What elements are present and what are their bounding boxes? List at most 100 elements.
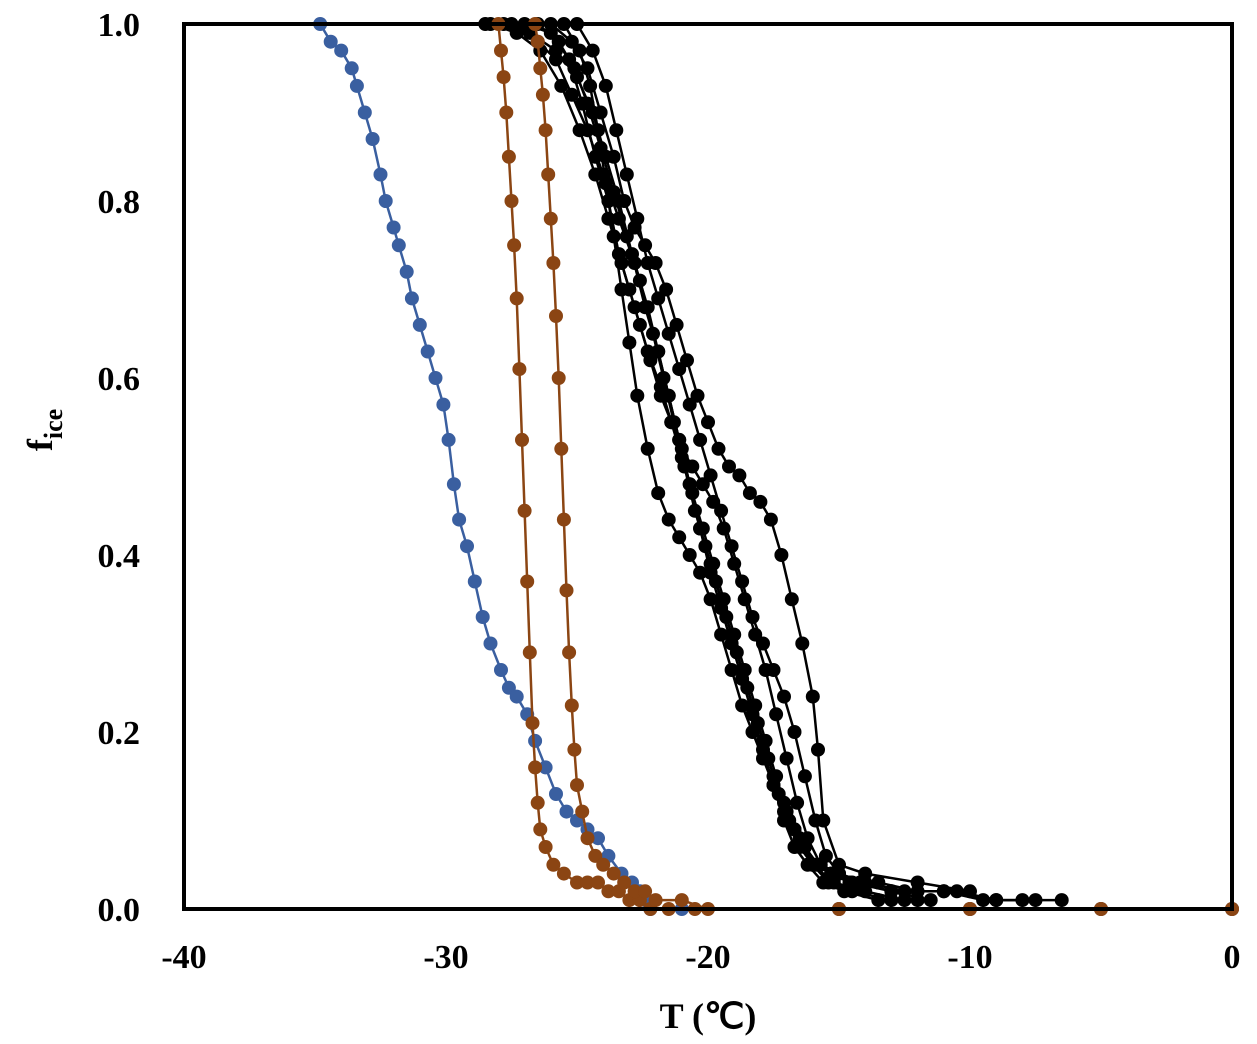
data-point [742,486,757,501]
data-point [622,335,637,350]
series-line [549,23,971,893]
data-point [549,309,563,323]
data-point [674,893,689,908]
data-point [596,857,611,872]
data-point [507,238,522,253]
y-axis-title-subscript: ice [39,409,68,439]
data-point [501,149,516,164]
data-point [769,707,784,722]
data-point [640,256,655,270]
data-point [601,211,616,226]
data-point [630,388,645,403]
data-point [732,468,747,483]
data-point [504,194,519,208]
y-tick-label: 1.0 [98,7,141,44]
data-point [538,760,553,775]
x-tick-label: -20 [685,939,730,976]
y-tick-label: 0.6 [98,361,141,398]
data-point [391,238,406,253]
data-point [475,610,490,624]
data-point [591,831,605,846]
data-point [724,539,739,554]
data-point [512,362,527,377]
data-point [556,512,571,527]
data-point [509,25,524,40]
data-point [808,813,823,828]
data-point [779,804,794,819]
data-point [570,875,584,890]
data-point [567,742,582,757]
data-point [706,556,721,571]
plot-area-frame [182,22,1234,911]
data-point [714,503,729,518]
data-point [1015,893,1030,908]
data-point [756,636,770,651]
data-point [551,371,566,385]
data-point [614,256,629,270]
data-point [674,450,689,465]
data-point [727,627,742,642]
data-point [795,636,810,651]
data-point [446,477,461,492]
data-point [496,70,511,85]
data-point [910,875,925,890]
data-point [515,432,529,447]
data-point [1028,893,1043,908]
data-point [745,610,760,624]
data-point [580,831,595,846]
data-point [858,884,873,899]
data-point [520,574,535,589]
data-point [349,78,364,93]
data-point [530,34,545,49]
data-point [530,795,545,810]
y-tick-label: 0.2 [98,715,141,752]
data-point [460,539,474,554]
data-point [766,663,781,677]
data-point [564,698,579,713]
data-point [522,645,537,660]
data-point [777,689,791,704]
data-point [884,884,899,899]
data-series [543,17,977,899]
data-point [572,123,587,138]
data-point [575,804,590,819]
data-point [685,486,700,501]
data-point [640,441,655,456]
data-point [593,140,608,155]
data-point [769,769,784,784]
data-series [483,17,912,908]
data-point [528,760,543,775]
data-point [559,583,574,598]
data-point [567,61,582,76]
data-point [682,548,697,562]
data-point [570,778,584,793]
data-point [627,884,642,899]
y-axis-title: fice [20,409,68,451]
data-point [787,725,802,739]
data-point [619,167,634,182]
series-line [490,22,905,902]
data-point [606,866,621,881]
data-point [546,256,561,270]
data-point [323,34,338,49]
data-point [556,866,571,881]
data-point [716,592,731,607]
data-point [386,220,401,235]
data-point [535,87,550,102]
data-point [703,468,718,483]
series-line [503,22,918,902]
data-point [554,441,569,456]
data-point [693,565,708,580]
data-point [724,663,739,677]
data-point [583,78,598,93]
x-axis-title: T (℃) [660,996,757,1036]
data-point [373,167,388,182]
data-point [609,123,624,138]
data-point [619,229,634,244]
data-point [630,211,645,226]
data-point [711,441,726,456]
data-point [648,893,663,908]
data-point [826,875,841,890]
data-point [551,34,566,49]
data-point [564,87,579,102]
